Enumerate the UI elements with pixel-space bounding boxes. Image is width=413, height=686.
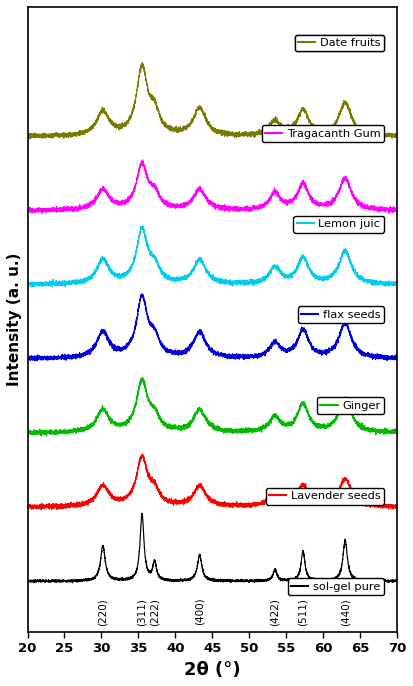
Text: (311): (311) [137,598,147,626]
Y-axis label: Intensity (a. u.): Intensity (a. u.) [7,253,22,386]
Legend: Date fruits: Date fruits [295,34,384,51]
Text: (440): (440) [340,598,350,626]
X-axis label: 2θ (°): 2θ (°) [184,661,240,679]
Text: (422): (422) [270,598,280,626]
Text: (511): (511) [298,598,308,626]
Text: (222): (222) [150,598,159,626]
Text: (400): (400) [195,598,204,626]
Text: (220): (220) [98,598,108,626]
